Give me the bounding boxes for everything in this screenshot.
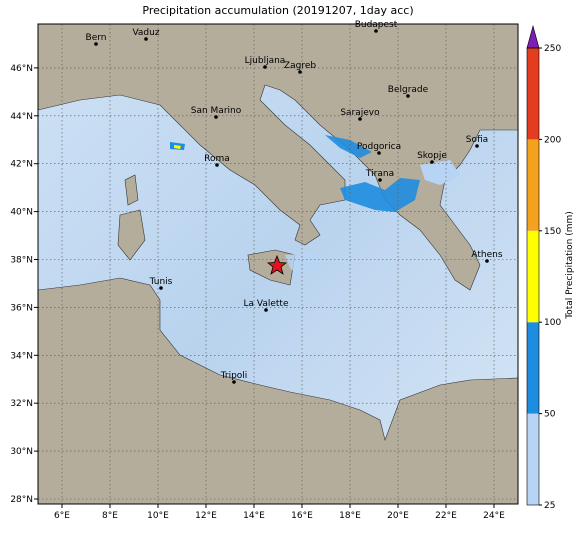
colorbar-segment (527, 230, 539, 323)
lat-tick-label: 44°N (10, 112, 33, 122)
city-dot (214, 115, 218, 119)
city-dot (94, 42, 98, 46)
lat-tick-label: 32°N (10, 399, 33, 409)
lon-tick-label: 6°E (54, 511, 70, 521)
precip-area (340, 178, 420, 212)
city-label: Tirana (365, 169, 394, 179)
lon-tick-label: 16°E (291, 511, 313, 521)
city-dot (264, 308, 268, 312)
city-label: Podgorica (357, 142, 401, 152)
lat-tick-label: 36°N (10, 303, 33, 313)
city-label: Ljubljana (245, 56, 286, 66)
precip-area (420, 160, 460, 185)
colorbar-tick-label: 50 (544, 410, 556, 420)
city-dot (430, 160, 434, 164)
city-dot (358, 117, 362, 121)
city-label: Vaduz (132, 28, 159, 38)
city-dot (159, 286, 163, 290)
land-corsica (124, 174, 139, 206)
colorbar-tick-label: 25 (544, 501, 555, 511)
city-label: Athens (471, 250, 502, 260)
lat-tick-label: 34°N (10, 351, 33, 361)
lat-tick-label: 38°N (10, 256, 33, 266)
colorbar: 25 50 100 150 200 250 Total Precipitation (mm) (526, 24, 575, 511)
city-dot (298, 70, 302, 74)
grid (38, 24, 518, 504)
lon-tick-label: 24°E (483, 511, 505, 521)
lon-tick-label: 18°E (339, 511, 361, 521)
city-dot (485, 259, 489, 263)
event-star (266, 254, 288, 275)
lat-tick-label: 28°N (10, 495, 33, 505)
colorbar-segment (527, 322, 539, 414)
precip-area (174, 145, 181, 149)
city-dot (263, 65, 267, 69)
city-dot (475, 144, 479, 148)
land-africa (37, 277, 519, 505)
city-label: Bern (86, 33, 107, 43)
city-label: San Marino (191, 106, 242, 116)
city-label: Tunis (149, 277, 173, 287)
map-title: Precipitation accumulation (20191207, 1d… (142, 4, 413, 17)
colorbar-tick-label: 100 (544, 318, 561, 328)
colorbar-tick-label: 200 (544, 135, 561, 145)
colorbar-extension (526, 24, 540, 49)
city-label: Skopje (417, 151, 447, 161)
colorbar-segment (527, 48, 539, 140)
lon-tick-label: 20°E (387, 511, 409, 521)
lon-tick-label: 8°E (102, 511, 118, 521)
city-label: Belgrade (388, 85, 429, 95)
city-dot (378, 178, 382, 182)
land-sardinia (117, 209, 146, 261)
city-dot (377, 151, 381, 155)
lon-tick-label: 22°E (435, 511, 457, 521)
city-dot (232, 380, 236, 384)
city-label: La Valette (244, 299, 289, 309)
colorbar-label: Total Precipitation (mm) (565, 211, 575, 320)
city-dot (374, 29, 378, 33)
colorbar-tick-label: 250 (544, 44, 561, 54)
lat-tick-label: 42°N (10, 160, 33, 170)
land-europe (37, 23, 519, 291)
lon-tick-label: 14°E (243, 511, 265, 521)
colorbar-segment (527, 139, 539, 231)
land-sicily (247, 249, 296, 286)
colorbar-tick-label: 150 (544, 227, 561, 237)
lat-tick-label: 30°N (10, 447, 33, 457)
colorbar-frame (526, 47, 540, 506)
colorbar-segment (527, 413, 539, 505)
city-label: Sarajevo (340, 108, 380, 118)
city-dot (215, 163, 219, 167)
city-dot (406, 94, 410, 98)
precip-area (325, 135, 372, 158)
city-label: Tripoli (220, 371, 248, 381)
lat-tick-label: 40°N (10, 208, 33, 218)
map-frame (37, 23, 519, 505)
city-label: Roma (204, 154, 230, 164)
lon-tick-label: 12°E (195, 511, 217, 521)
precip-area (285, 252, 322, 278)
lat-tick-label: 46°N (10, 64, 33, 74)
city-dot (144, 37, 148, 41)
lon-tick-label: 10°E (147, 511, 169, 521)
city-label: Budapest (355, 20, 398, 30)
city-label: Sofia (466, 135, 488, 145)
city-label: Zagreb (284, 61, 316, 71)
